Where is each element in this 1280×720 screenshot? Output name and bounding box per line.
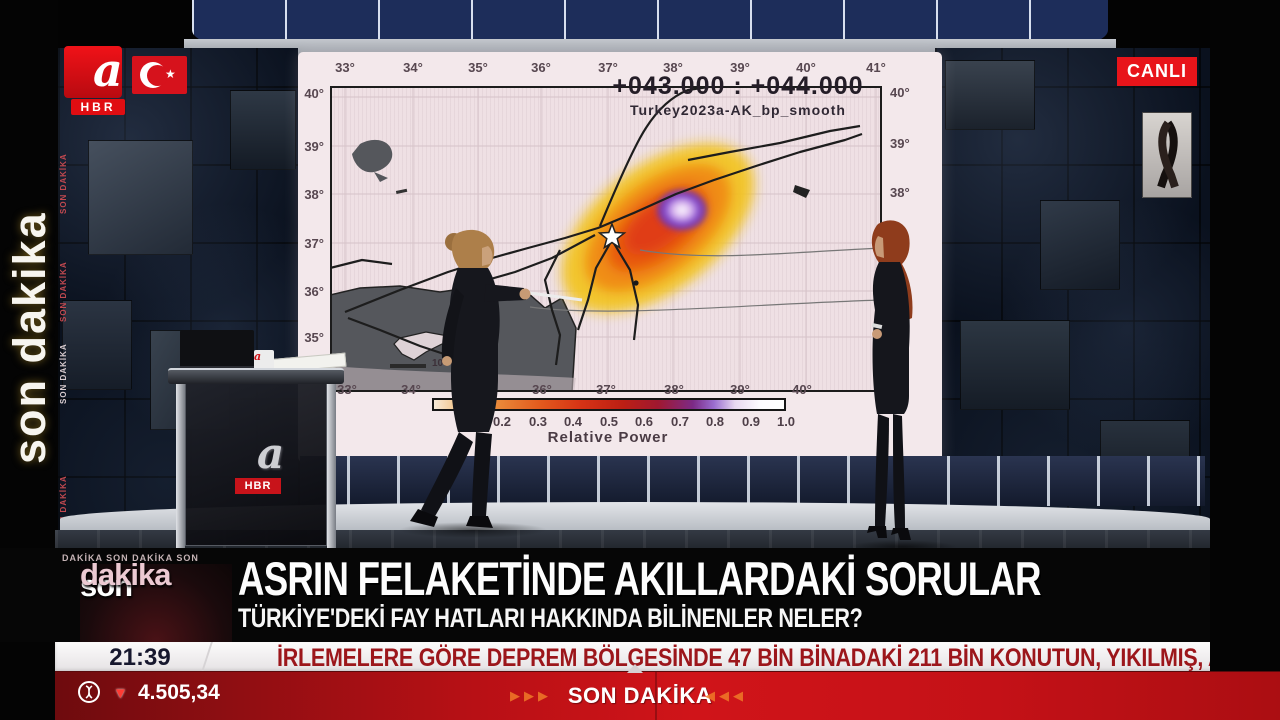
wall-photo-tile	[62, 300, 132, 390]
axis-label: 41°	[866, 60, 886, 75]
colorbar-tick: 0.4	[563, 414, 583, 429]
heatmap-core	[655, 188, 709, 232]
mourning-ribbon-icon	[1157, 120, 1179, 189]
breaking-news-box: son dakika	[80, 557, 232, 642]
colorbar-tick: 0.2	[492, 414, 512, 429]
desk-leg	[176, 380, 185, 548]
index-down-icon: ▼	[113, 685, 128, 702]
ticker-text: İRLEMELERE GÖRE DEPREM BÖLGESİNDE 47 BİN…	[277, 644, 1280, 672]
mourning-ribbon-panel	[1142, 112, 1192, 198]
map-title: +043.000 : +044.000	[612, 72, 864, 100]
axis-label: 36°	[304, 284, 324, 299]
clock: 21:39	[109, 644, 171, 671]
axis-label: 39°	[304, 139, 324, 154]
bottom-bar-notch	[627, 664, 643, 673]
desk-leg	[327, 380, 336, 548]
axis-label: 39°	[890, 136, 910, 151]
colorbar-tick: 0.3	[528, 414, 548, 429]
wall-photo-tile	[1040, 200, 1120, 290]
seismic-map-screen: +043.000 : +044.000 Turkey2023a-AK_bp_sm…	[298, 52, 942, 462]
ticker-bar: İRLEMELERE GÖRE DEPREM BÖLGESİNDE 47 BİN…	[55, 642, 1280, 672]
axis-label: 38°	[663, 60, 683, 75]
axis-label: 39°	[730, 382, 750, 397]
axis-label: 40°	[890, 85, 910, 100]
axis-label: 33°	[337, 382, 357, 397]
laptop	[180, 330, 254, 370]
live-badge: CANLI	[1117, 57, 1197, 86]
map-graphics	[330, 86, 882, 392]
chevrons-right: ◀◀◀	[705, 688, 747, 703]
axis-label: 38°	[664, 382, 684, 397]
axis-label: 34°	[401, 382, 421, 397]
presenter-shadow	[398, 522, 548, 538]
desk-logo: a HBR	[222, 429, 292, 504]
colorbar	[432, 398, 786, 411]
fault-lines	[330, 86, 863, 366]
map-subtitle: Turkey2023a-AK_bp_smooth	[630, 102, 846, 118]
mug: a	[254, 350, 274, 373]
breaking-mini-strip: DAKİKA SON DAKİKA SON	[62, 553, 199, 563]
breaking-box-line2: dakika	[80, 557, 172, 592]
index-value: 4.505,34	[138, 681, 220, 704]
presenter-right	[867, 220, 913, 540]
chevrons-left: ▶▶▶	[510, 688, 552, 703]
axis-label: 37°	[596, 382, 616, 397]
studio-ceiling	[192, 0, 1108, 46]
stock-exchange-icon	[78, 681, 100, 703]
axis-label: 40°	[796, 60, 816, 75]
breaking-vertical-mini: SON DAKİKA	[59, 153, 68, 214]
axis-label: 35°	[468, 60, 488, 75]
colorbar-tick: 0.7	[670, 414, 690, 429]
wall-photo-tile	[960, 320, 1070, 410]
desk-top	[168, 368, 344, 384]
breaking-vertical-text: son dakika	[4, 211, 55, 465]
channel-logo: a	[64, 43, 123, 98]
axis-label: 38°	[890, 185, 910, 200]
channel-logo-text: HBR	[71, 99, 125, 115]
right-edge-rail	[1210, 0, 1280, 671]
colorbar-tick: 0.9	[741, 414, 761, 429]
breaking-box-line1: son	[80, 568, 133, 603]
colorbar-tick: 1.0	[776, 414, 796, 429]
axis-label: 34°	[403, 60, 423, 75]
lake-shape	[352, 139, 393, 182]
map-scale-bar	[390, 364, 426, 368]
axis-label: 36°	[532, 382, 552, 397]
bottom-bar: ▼ 4.505,34 ▶▶▶ SON DAKİKA ◀◀◀	[55, 664, 1280, 720]
colorbar-label: Relative Power	[547, 429, 669, 446]
presenter-left	[410, 229, 583, 528]
epicenter-star-icon	[597, 221, 627, 250]
turkish-flag: ★	[132, 56, 187, 94]
axis-label: 35°	[304, 330, 324, 345]
thin-map-lines	[529, 247, 882, 312]
channel-logo-letter: a	[93, 43, 123, 97]
axis-label: 40°	[792, 382, 812, 397]
axis-label: 40°	[304, 86, 324, 101]
breaking-vertical-mini: SON DAKİKA	[59, 261, 68, 322]
wall-photo-tile	[230, 90, 296, 170]
axis-label: 37°	[598, 60, 618, 75]
wall-photo-tile	[945, 60, 1035, 130]
axis-label: 37°	[304, 236, 324, 251]
axis-label: 39°	[730, 60, 750, 75]
axis-label: 38°	[304, 187, 324, 202]
colorbar-tick: 0.5	[599, 414, 619, 429]
desk-logo-text: HBR	[235, 478, 281, 494]
axis-label: 33°	[335, 60, 355, 75]
flag-star: ★	[165, 67, 176, 81]
bottom-bar-label: SON DAKİKA	[567, 683, 713, 708]
colorbar-tick: 0.6	[634, 414, 654, 429]
wall-photo-tile	[88, 140, 193, 255]
desk-logo-letter: a	[257, 429, 285, 478]
axis-label: 36°	[531, 60, 551, 75]
breaking-vertical-mini: SON DAKİKA	[59, 343, 68, 404]
colorbar-tick: 0.8	[705, 414, 725, 429]
